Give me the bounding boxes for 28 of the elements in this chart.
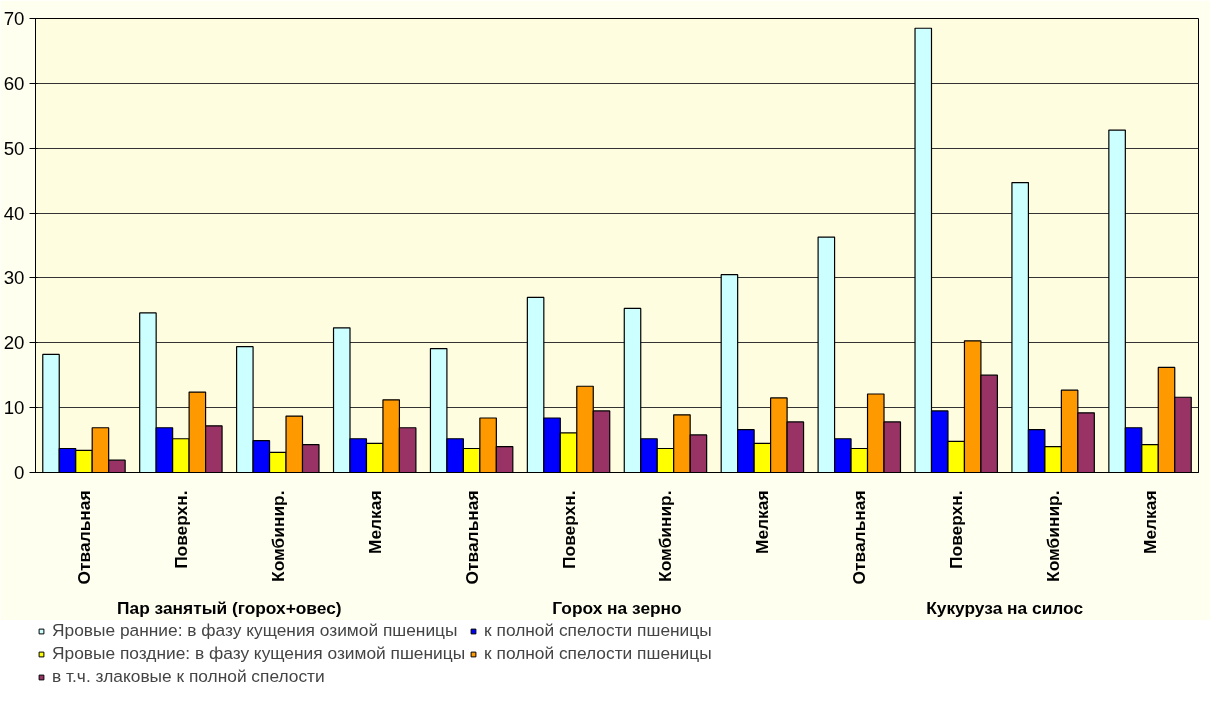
y-tick-label: 0 (14, 462, 25, 483)
x-tick-label: Мелкая (364, 490, 385, 554)
legend-label: Яровые ранние: в фазу кущения озимой пшеницы (52, 620, 458, 641)
x-tick-label: Мелкая (1140, 490, 1161, 554)
legend-label: к полной спелости пшеницы (484, 643, 713, 664)
text: Кукуруза на силос (926, 597, 1084, 618)
legend-label: в т.ч. злаковые к полной спелости (52, 666, 326, 687)
x-tick-label: Поверхн. (170, 490, 191, 569)
x-tick-label: Отвальная (73, 490, 94, 585)
x-tick-label: Мелкая (752, 490, 773, 554)
y-tick-label: 20 (3, 332, 25, 354)
text: Пар занятый (горох+овес) (117, 597, 342, 618)
y-tick-label: 10 (3, 397, 25, 419)
legend-label: Яровые поздние: в фазу кущения озимой пшеницы (52, 643, 466, 664)
x-tick-label: Поверхн. (946, 490, 967, 569)
y-tick-label: 30 (3, 267, 25, 289)
y-tick-label: 50 (3, 137, 25, 159)
x-tick-label: Комбинир. (655, 490, 676, 582)
x-tick-label: Отвальная (849, 490, 870, 585)
y-tick-label: 60 (3, 72, 25, 94)
y-tick-label: 70 (3, 8, 25, 29)
x-tick-label: Комбинир. (1043, 490, 1064, 582)
x-tick-label: Отвальная (461, 490, 482, 585)
x-tick-label: Поверхн. (558, 490, 579, 569)
legend-label: к полной спелости пшеницы (484, 620, 713, 641)
text: Горох на зерно (552, 597, 682, 618)
y-tick-label: 40 (3, 202, 25, 224)
x-tick-label: Комбинир. (267, 490, 288, 582)
